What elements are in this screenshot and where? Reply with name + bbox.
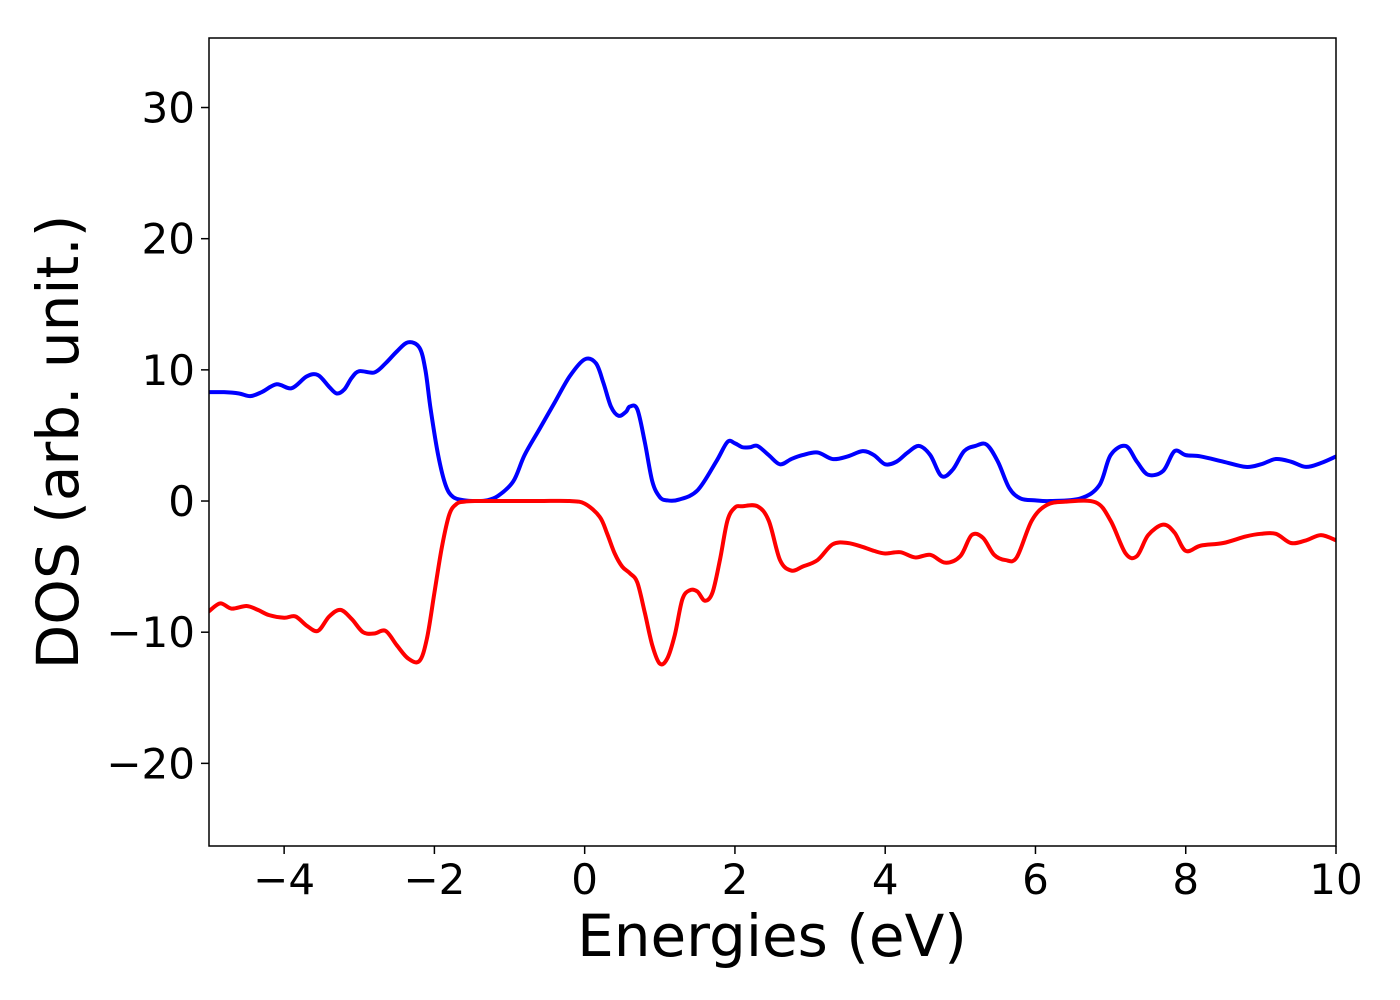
- x-tick-label: 2: [722, 855, 749, 904]
- y-tick-label: 10: [142, 346, 195, 395]
- x-tick-label: 10: [1309, 855, 1362, 904]
- x-tick-label: 0: [571, 855, 598, 904]
- x-tick-label: −4: [253, 855, 315, 904]
- x-tick-label: 4: [872, 855, 899, 904]
- series-line-spin-down: [209, 498, 1336, 667]
- series-layer: [209, 340, 1336, 667]
- y-tick-label: 30: [142, 84, 195, 133]
- series-line-spin-up: [209, 340, 1336, 504]
- y-tick-label: −10: [106, 608, 195, 657]
- y-tick-label: 20: [142, 215, 195, 264]
- plot-frame: [208, 37, 1337, 847]
- x-tick-label: −2: [403, 855, 465, 904]
- x-tick-label: 8: [1172, 855, 1199, 904]
- x-axis-label: Energies (eV): [577, 902, 967, 970]
- y-tick-label: 0: [168, 477, 195, 526]
- y-axis-label: DOS (arb. unit.): [24, 215, 92, 670]
- y-tick-label: −20: [106, 739, 195, 788]
- x-tick-label: 6: [1022, 855, 1049, 904]
